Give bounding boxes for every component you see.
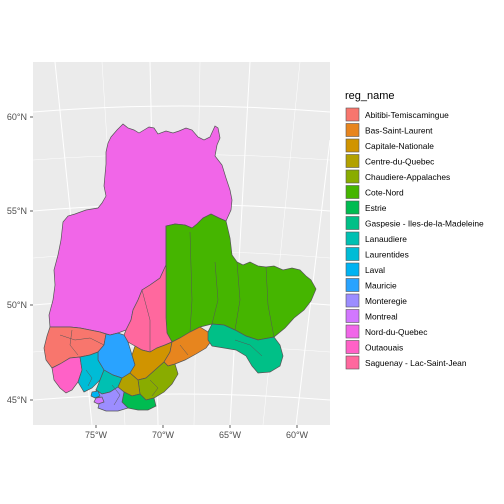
legend-key [345,340,360,354]
legend-key [345,123,360,137]
region-montreal[interactable] [93,396,105,405]
legend-label: Chaudiere-Appalaches [365,172,450,182]
legend-label: Bas-Saint-Laurent [365,126,433,136]
regions-layer [43,123,317,412]
legend-label: Saguenay - Lac-Saint-Jean [365,358,467,368]
legend-key [345,169,360,184]
y-tick-label: 50°N [7,300,27,310]
legend-label: Centre-du-Quebec [365,157,434,167]
x-tick-label: 60°W [286,430,309,440]
legend-label: Cote-Nord [365,188,404,198]
x-tick-label: 70°W [152,430,175,440]
legend-key [345,185,360,199]
legend-label: Mauricie [365,281,397,291]
legend-label: Lanaudiere [365,234,407,244]
legend-label: Estrie [365,203,387,213]
legend-key [345,293,360,308]
region-saguenay[interactable] [123,264,173,353]
legend-label: Laval [365,265,385,275]
legend-key [345,107,360,122]
y-tick-label: 60°N [7,112,27,122]
region-laval[interactable] [90,390,101,399]
legend-key [345,200,360,215]
legend-label: Monteregie [365,296,407,306]
legend-label: Capitale-Nationale [365,141,434,151]
y-axis-labels: 60°N 55°N 50°N 45°N [7,112,27,405]
legend-label: Gaspesie - Iles-de-la-Madeleine [365,219,484,229]
legend-key [345,278,360,292]
x-axis-labels: 75°W 70°W 65°W 60°W [85,430,309,440]
legend-label: Abitibi-Temiscamingue [365,110,449,120]
y-tick-label: 45°N [7,395,27,405]
legend-label: Laurentides [365,250,409,260]
legend: reg_name Abitibi-Temiscamingue Bas-Saint-… [345,90,484,370]
region-gaspesie[interactable] [207,323,284,374]
subdivision-lines [59,226,275,406]
legend-key [345,324,360,339]
legend-key [345,138,360,153]
x-tick-label: 75°W [85,430,108,440]
legend-key [345,231,360,246]
y-tick-label: 55°N [7,206,27,216]
legend-key [345,154,360,168]
x-tick-label: 65°W [219,430,242,440]
legend-key [345,355,360,370]
legend-label: Outaouais [365,343,403,353]
legend-key [345,309,360,323]
legend-label: Nord-du-Quebec [365,327,427,337]
legend-key [345,247,360,261]
legend-label: Montreal [365,312,398,322]
region-monteregie[interactable] [95,386,129,412]
legend-key [345,262,360,277]
legend-key [345,216,360,230]
legend-title: reg_name [345,90,395,102]
axis-ticks [30,116,298,428]
